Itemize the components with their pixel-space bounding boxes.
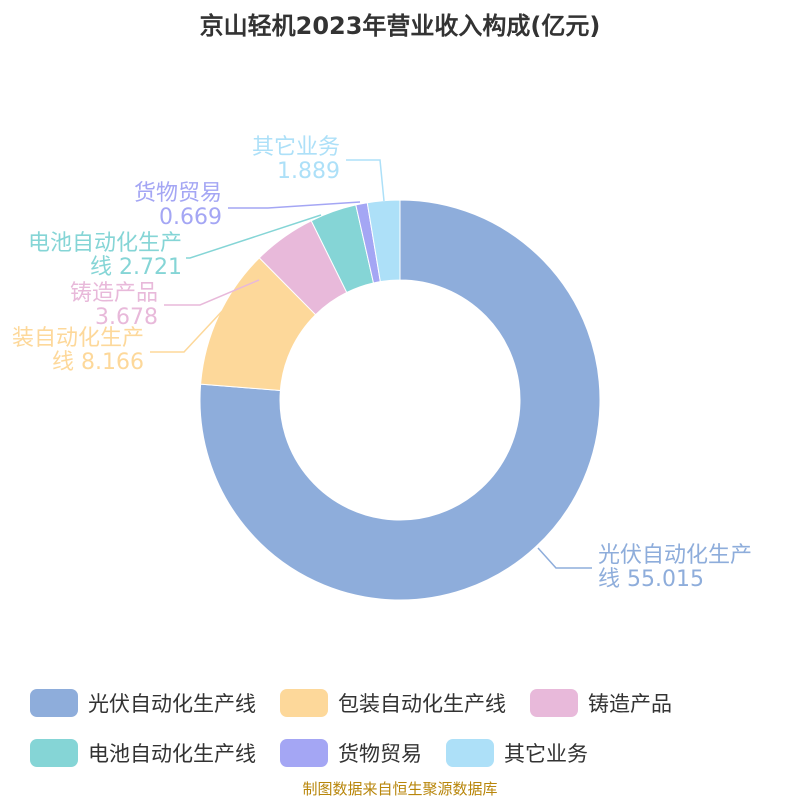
legend-swatch [280, 689, 328, 717]
legend-item[interactable]: 铸造产品 [530, 688, 672, 718]
leader-line-1 [537, 547, 592, 569]
leader-line-6 [346, 159, 385, 202]
chart-legend: 光伏自动化生产线 包装自动化生产线 铸造产品电池自动化生产线 货物贸易 其它业务 [30, 688, 790, 768]
legend-label: 电池自动化生产线 [88, 742, 256, 766]
legend-swatch [30, 739, 78, 767]
data-label-line: 其它业务 [252, 135, 340, 160]
data-label-line: 货物贸易 [134, 181, 222, 206]
data-label-line: 线 55.015 [598, 567, 704, 592]
slice-6 [366, 199, 401, 283]
legend-swatch [446, 739, 494, 767]
leader-line-2 [150, 307, 226, 353]
data-label-line: 1.889 [277, 159, 340, 184]
slice-1 [199, 199, 601, 601]
data-label-1: 光伏自动化生产线 55.015 [598, 543, 752, 592]
leader-line-4 [186, 214, 322, 259]
legend-item[interactable]: 电池自动化生产线 [30, 738, 256, 768]
legend-label: 包装自动化生产线 [338, 692, 506, 716]
legend-swatch [280, 739, 328, 767]
data-label-line: 线 8.166 [52, 350, 144, 375]
data-label-5: 货物贸易 0.669 [134, 181, 222, 230]
legend-label: 铸造产品 [588, 692, 672, 716]
data-label-4: 电池自动化生产线 2.721 [28, 231, 182, 280]
legend-swatch [530, 689, 578, 717]
legend-item[interactable]: 光伏自动化生产线 [30, 688, 256, 718]
legend-label: 光伏自动化生产线 [88, 692, 256, 716]
leader-line-3 [164, 279, 260, 306]
data-label-line: 0.669 [159, 205, 222, 230]
legend-label: 货物贸易 [338, 742, 422, 766]
legend-item[interactable]: 货物贸易 [280, 738, 422, 768]
leader-line-5 [228, 201, 361, 209]
data-label-line: 铸造产品 [70, 281, 158, 306]
data-label-line: 光伏自动化生产 [598, 543, 752, 568]
legend-swatch [30, 689, 78, 717]
data-label-line: 线 2.721 [90, 255, 182, 280]
data-label-line: 装自动化生产 [12, 326, 144, 351]
legend-item[interactable]: 其它业务 [446, 738, 588, 768]
data-source-note: 制图数据来自恒生聚源数据库 [302, 780, 498, 798]
data-label-line: 电池自动化生产 [28, 231, 182, 256]
data-label-3: 铸造产品 3.678 [70, 281, 158, 330]
chart-title: 京山轻机2023年营业收入构成(亿元) [199, 12, 601, 40]
data-label-line: 3.678 [95, 305, 158, 330]
data-label-6: 其它业务 1.889 [252, 135, 340, 184]
data-label-2: 装自动化生产线 8.166 [12, 326, 144, 375]
legend-item[interactable]: 包装自动化生产线 [280, 688, 506, 718]
legend-label: 其它业务 [504, 742, 588, 766]
